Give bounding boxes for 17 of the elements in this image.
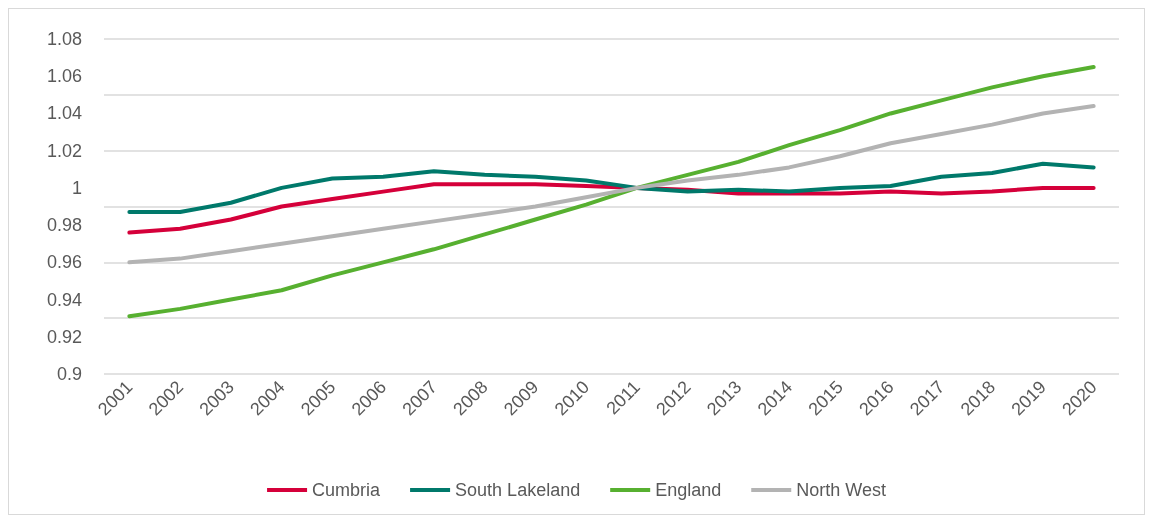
y-tick-label: 1.06 — [46, 66, 82, 87]
legend-label: South Lakeland — [455, 480, 581, 500]
line-series — [127, 104, 1096, 265]
y-tick-label: 0.92 — [46, 326, 82, 347]
y-tick-label: 0.98 — [46, 215, 82, 236]
y-tick-label: 1.08 — [46, 29, 82, 49]
y-tick-label: 1.04 — [46, 103, 82, 124]
y-tick-label: 1.02 — [46, 140, 82, 161]
legend-label: Cumbria — [312, 480, 382, 500]
y-tick-label: 0.9 — [56, 364, 82, 384]
line-series — [127, 161, 1096, 215]
y-tick-label: 0.96 — [46, 252, 82, 273]
line-series — [127, 64, 1096, 319]
y-tick-label: 0.94 — [46, 289, 82, 310]
y-tick-label: 1 — [71, 177, 82, 198]
legend-label: North West — [796, 480, 886, 500]
legend-label: England — [655, 480, 722, 500]
